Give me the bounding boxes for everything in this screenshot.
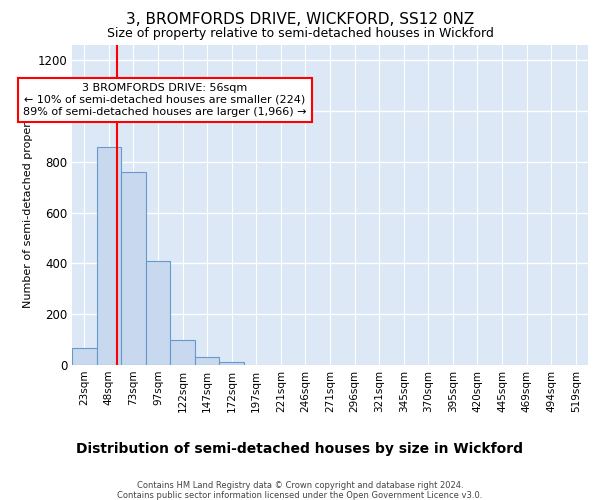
Text: Contains HM Land Registry data © Crown copyright and database right 2024.
Contai: Contains HM Land Registry data © Crown c… <box>118 481 482 500</box>
Text: Size of property relative to semi-detached houses in Wickford: Size of property relative to semi-detach… <box>107 28 493 40</box>
Bar <box>146 261 170 365</box>
Bar <box>170 340 195 365</box>
Bar <box>72 348 97 365</box>
Bar <box>195 358 220 365</box>
Text: 3 BROMFORDS DRIVE: 56sqm
← 10% of semi-detached houses are smaller (224)
89% of : 3 BROMFORDS DRIVE: 56sqm ← 10% of semi-d… <box>23 84 307 116</box>
Bar <box>121 172 146 365</box>
Bar <box>97 146 121 365</box>
Text: Distribution of semi-detached houses by size in Wickford: Distribution of semi-detached houses by … <box>77 442 523 456</box>
Bar <box>220 362 244 365</box>
Text: 3, BROMFORDS DRIVE, WICKFORD, SS12 0NZ: 3, BROMFORDS DRIVE, WICKFORD, SS12 0NZ <box>126 12 474 28</box>
Y-axis label: Number of semi-detached properties: Number of semi-detached properties <box>23 102 33 308</box>
